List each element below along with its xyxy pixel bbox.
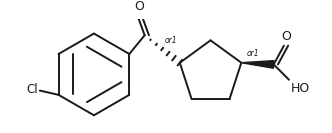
Text: HO: HO <box>291 82 310 95</box>
Text: O: O <box>134 0 144 13</box>
Text: or1: or1 <box>165 36 177 45</box>
Polygon shape <box>241 61 274 68</box>
Text: Cl: Cl <box>27 83 38 96</box>
Text: O: O <box>282 30 291 43</box>
Text: or1: or1 <box>246 49 259 58</box>
